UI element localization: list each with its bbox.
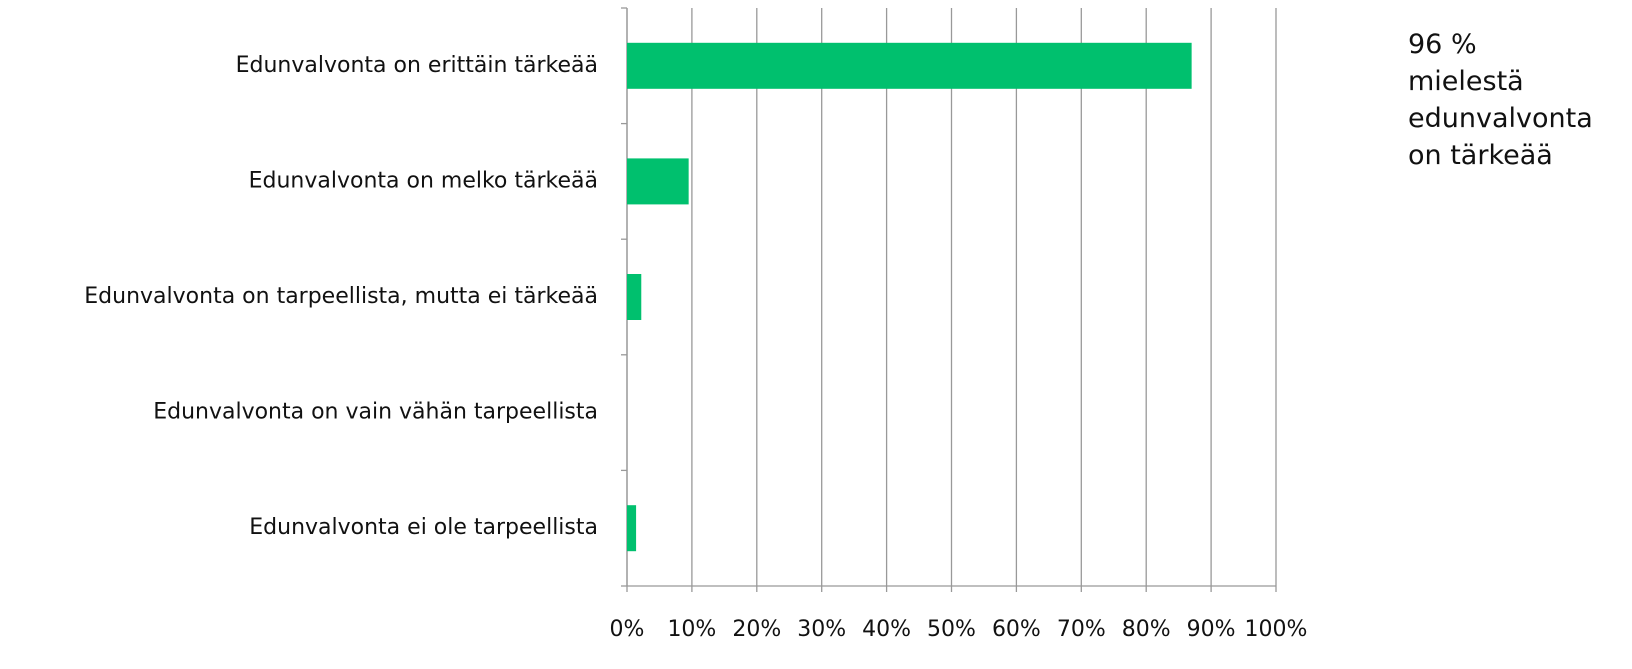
- bar: [627, 158, 689, 205]
- bar: [627, 42, 1192, 89]
- x-tick-label: 90%: [1187, 617, 1236, 642]
- x-tick-label: 10%: [667, 617, 716, 642]
- x-tick-label: 100%: [1245, 617, 1308, 642]
- x-tick-label: 30%: [797, 617, 846, 642]
- y-tick-label: Edunvalvonta ei ole tarpeellista: [249, 515, 598, 540]
- x-tick-label: 80%: [1122, 617, 1171, 642]
- x-tick-label: 50%: [927, 617, 976, 642]
- y-tick-label: Edunvalvonta on tarpeellista, mutta ei t…: [84, 284, 598, 309]
- annotation: 96 % mielestä edunvalvonta on tärkeää: [1408, 29, 1593, 171]
- y-tick-label: Edunvalvonta on erittäin tärkeää: [236, 53, 598, 78]
- x-tick-label: 0%: [610, 617, 645, 642]
- x-tick-label: 70%: [1057, 617, 1106, 642]
- y-tick-label: Edunvalvonta on vain vähän tarpeellista: [153, 400, 598, 425]
- bar: [627, 274, 642, 320]
- y-tick-label: Edunvalvonta on melko tärkeää: [249, 168, 598, 193]
- x-tick-label: 40%: [862, 617, 911, 642]
- bar: [627, 505, 637, 552]
- x-tick-label: 60%: [992, 617, 1041, 642]
- x-tick-label: 20%: [732, 617, 781, 642]
